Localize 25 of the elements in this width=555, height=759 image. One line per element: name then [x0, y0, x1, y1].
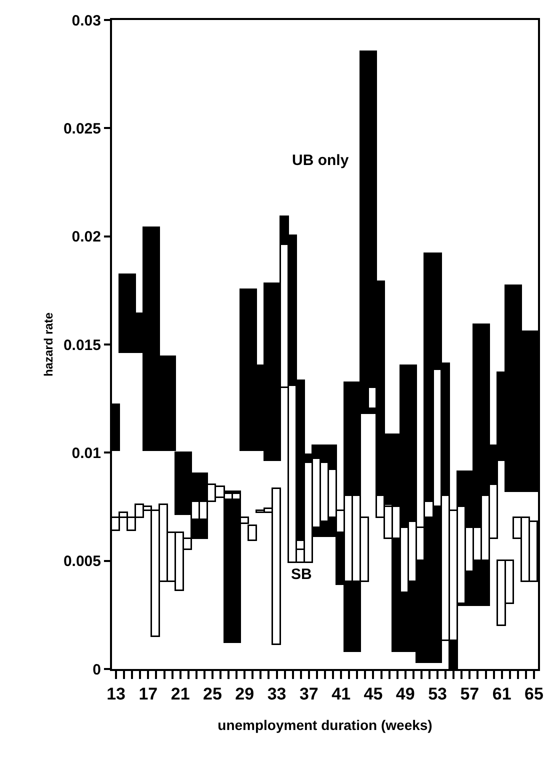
y-tick-label: 0.03: [72, 12, 101, 30]
x-tick-label: 45: [364, 684, 383, 704]
x-tick-label: 37: [299, 684, 318, 704]
y-tick-label: 0.005: [63, 553, 101, 570]
y-tick-label: 0.01: [72, 444, 101, 462]
y-tick-label: 0.015: [63, 336, 101, 354]
x-tick-label: 29: [235, 684, 254, 704]
x-tick-label: 41: [332, 684, 351, 704]
x-tick-label: 65: [524, 684, 544, 704]
y-tick-label: 0: [92, 661, 101, 678]
y-tick-label: 0.025: [63, 120, 101, 138]
x-tick-label: 61: [492, 684, 512, 704]
x-tick-label: 49: [396, 684, 415, 704]
x-tick-label: 25: [203, 684, 222, 704]
x-tick-label: 17: [138, 684, 158, 704]
annotation: SB: [291, 566, 312, 583]
x-tick-label: 33: [267, 684, 286, 704]
x-tick-label: 57: [460, 684, 480, 704]
y-axis-title: hazard rate: [41, 312, 56, 377]
y-tick-label: 0.02: [72, 228, 101, 246]
x-axis-title: unemployment duration (weeks): [218, 717, 432, 734]
x-tick-label: 13: [106, 684, 126, 704]
annotation: UB only: [292, 152, 350, 169]
x-tick-label: 53: [428, 684, 447, 704]
x-tick-label: 21: [170, 684, 190, 704]
